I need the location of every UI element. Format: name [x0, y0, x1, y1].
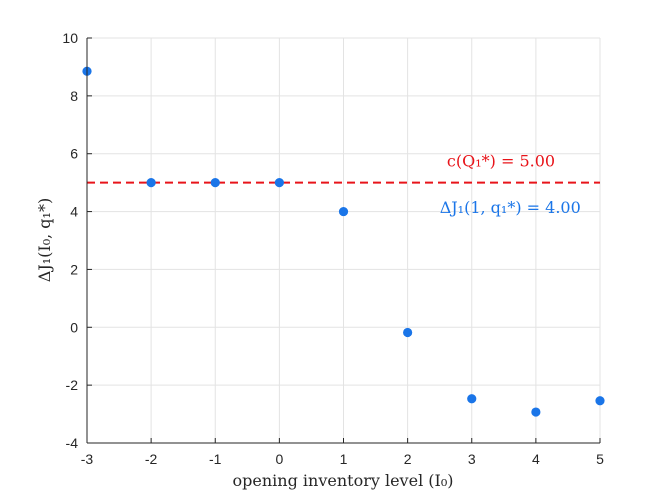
axes	[86, 37, 601, 444]
y-tick-label: 8	[70, 88, 78, 104]
annotation-point-label: ΔJ₁(1, q₁*) = 4.00	[440, 198, 581, 217]
data-point	[531, 407, 541, 417]
x-tick-label: -3	[81, 451, 94, 467]
x-tick-label: 2	[404, 451, 412, 467]
x-axis-title: opening inventory level (I₀)	[233, 471, 454, 490]
y-tick-label: 4	[70, 204, 78, 220]
data-point	[403, 327, 413, 338]
x-tick-label: -2	[145, 451, 158, 467]
y-tick-label: -2	[66, 377, 79, 393]
x-tick-label: 0	[275, 451, 283, 467]
y-axis-title: ΔJ₁(I₀, q₁*)	[35, 198, 54, 282]
y-tick-label: 2	[70, 261, 78, 277]
data-point	[146, 178, 156, 188]
data-point	[338, 206, 349, 217]
data-point	[467, 394, 477, 404]
x-tick-label: -1	[209, 451, 222, 467]
annotation-reference-label: c(Q₁*) = 5.00	[447, 152, 555, 171]
x-tick-label: 4	[532, 451, 540, 467]
y-tick-label: 10	[62, 30, 78, 46]
annotations: c(Q₁*) = 5.00 ΔJ₁(1, q₁*) = 4.00	[440, 152, 581, 217]
tick-labels: -3 -2 -1 0 1 2 3 4 5 -4 -2 0 2 4 6 8 10	[62, 30, 604, 467]
x-tick-label: 5	[596, 451, 604, 467]
y-tick-label: 6	[70, 146, 78, 162]
x-tick-label: 1	[340, 451, 348, 467]
data-point	[274, 178, 284, 188]
data-point	[210, 178, 220, 188]
x-tick-label: 3	[468, 451, 476, 467]
data-point	[595, 396, 605, 406]
y-tick-label: 0	[70, 319, 78, 335]
data-points	[82, 66, 605, 417]
y-tick-label: -4	[66, 435, 79, 451]
